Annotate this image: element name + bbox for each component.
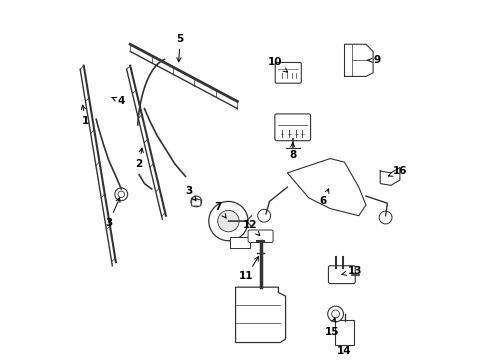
Text: 16: 16 (387, 166, 407, 176)
Text: 8: 8 (288, 143, 296, 160)
Polygon shape (287, 158, 365, 216)
Circle shape (208, 202, 247, 241)
Text: 13: 13 (341, 266, 362, 276)
FancyBboxPatch shape (191, 200, 201, 206)
Text: 1: 1 (81, 105, 89, 126)
Circle shape (217, 210, 239, 232)
Text: 10: 10 (267, 57, 287, 72)
Circle shape (190, 196, 201, 207)
FancyBboxPatch shape (328, 266, 354, 284)
Text: 2: 2 (135, 148, 143, 169)
Text: 3: 3 (185, 186, 196, 201)
FancyBboxPatch shape (334, 320, 353, 345)
Text: 14: 14 (337, 346, 351, 356)
Text: 6: 6 (319, 189, 328, 206)
Text: 9: 9 (366, 55, 380, 65)
Text: 3: 3 (105, 198, 120, 228)
Circle shape (378, 211, 391, 224)
FancyBboxPatch shape (274, 114, 310, 141)
Circle shape (257, 209, 270, 222)
Text: 7: 7 (214, 202, 225, 218)
Text: 4: 4 (112, 96, 125, 107)
Text: 5: 5 (176, 34, 183, 62)
Text: 11: 11 (239, 257, 258, 282)
FancyBboxPatch shape (247, 230, 272, 243)
Polygon shape (235, 287, 285, 342)
Text: 15: 15 (324, 318, 339, 337)
FancyBboxPatch shape (230, 237, 249, 248)
Circle shape (327, 306, 343, 322)
FancyBboxPatch shape (275, 63, 301, 83)
Text: 12: 12 (242, 220, 259, 236)
